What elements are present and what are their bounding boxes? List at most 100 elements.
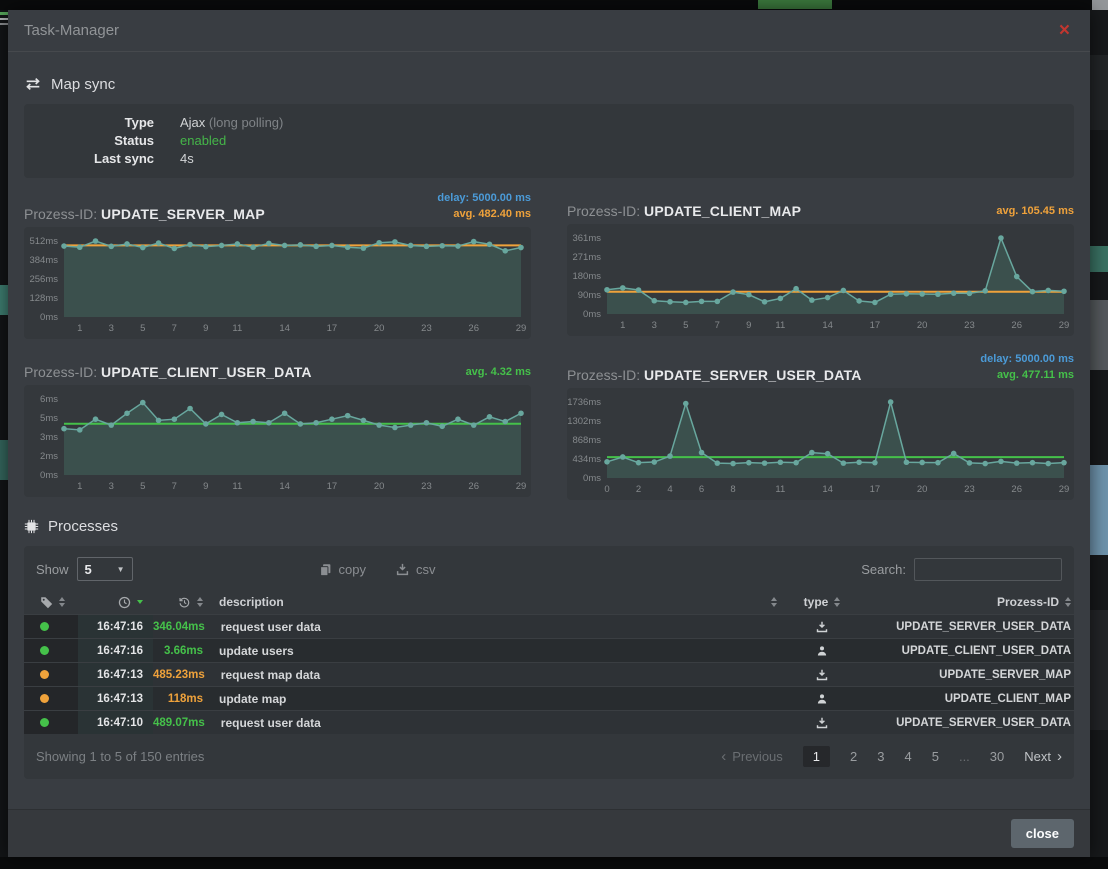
page-length-select[interactable]: 5 ▼ xyxy=(76,557,133,581)
svg-text:1: 1 xyxy=(77,481,82,492)
status-dot-icon xyxy=(40,646,49,655)
chart-title: Prozess-ID: UPDATE_SERVER_USER_DATA xyxy=(567,367,862,383)
svg-text:23: 23 xyxy=(421,323,432,334)
svg-text:6: 6 xyxy=(699,484,704,495)
svg-text:9: 9 xyxy=(746,320,751,331)
modal-body: Map sync Type Ajax (long polling) Status… xyxy=(8,52,1090,809)
status-dot-icon xyxy=(40,694,49,703)
map-sync-title: Map sync xyxy=(51,75,116,93)
col-duration-header[interactable] xyxy=(153,590,209,614)
page-scrollbar-thumb[interactable] xyxy=(1092,0,1108,10)
time-cell: 16:47:13 xyxy=(78,663,153,686)
status-cell xyxy=(24,711,78,734)
duration-cell: 3.66ms xyxy=(163,644,203,657)
chart-plot: 361ms 271ms 180ms 90ms 0ms 1 3 5 7 9 11 14 17 20 23 26 2… xyxy=(567,224,1074,336)
svg-text:1: 1 xyxy=(77,323,82,334)
time-cell: 16:47:16 xyxy=(78,639,153,662)
col-status-header[interactable] xyxy=(24,590,78,614)
pagination-page-4[interactable]: 4 xyxy=(904,749,912,764)
download-icon xyxy=(816,669,828,680)
table-row[interactable]: 16:47:16 3.66ms update users UPDATE_CLIENT_… xyxy=(24,638,1074,662)
svg-text:3: 3 xyxy=(109,323,114,334)
duration-cell: 489.07ms xyxy=(153,716,205,729)
close-button[interactable]: close xyxy=(1010,819,1074,848)
col-time-header[interactable] xyxy=(78,590,153,614)
table-row[interactable]: 16:47:13 118ms update map UPDATE_CLIENT_MAP xyxy=(24,686,1074,710)
pagination: ‹ Previous 1 2 3 4 5... 30 Next › xyxy=(721,746,1062,767)
chevron-down-icon: ▼ xyxy=(116,564,125,574)
sort-icon xyxy=(197,597,203,607)
time-cell: 16:47:13 xyxy=(78,687,153,710)
last-sync-label: Last sync xyxy=(94,151,154,166)
table-row[interactable]: 16:47:16 346.04ms request user data UPDATE_… xyxy=(24,614,1074,638)
chart-delay-label: delay: 5000.00 ms xyxy=(980,353,1074,365)
status-cell xyxy=(24,615,78,638)
pagination-page-5[interactable]: 5 xyxy=(931,749,939,764)
svg-text:7: 7 xyxy=(172,323,177,334)
description-cell: request user data xyxy=(220,619,321,634)
time-cell: 16:47:10 xyxy=(78,711,153,734)
download-icon xyxy=(816,717,828,728)
col-type-header[interactable]: type xyxy=(785,590,859,614)
svg-text:5: 5 xyxy=(140,481,145,492)
svg-text:11: 11 xyxy=(232,481,242,492)
svg-text:23: 23 xyxy=(964,484,975,495)
svg-text:5: 5 xyxy=(140,323,145,334)
pagination-previous[interactable]: ‹ Previous xyxy=(721,748,783,765)
col-prozess-id-header[interactable]: Prozess-ID xyxy=(859,590,1074,614)
task-manager-modal: Task-Manager × Map sync Type Ajax (long … xyxy=(8,10,1090,857)
table-controls: Show 5 ▼ copy xyxy=(24,554,1074,584)
prozess-id-cell: UPDATE_CLIENT_USER_DATA xyxy=(901,644,1071,657)
svg-text:20: 20 xyxy=(374,323,385,334)
pagination-page-1[interactable]: 1 xyxy=(802,746,831,767)
svg-text:434ms: 434ms xyxy=(572,454,601,465)
pagination-pages: 1 2 3 4 5... 30 xyxy=(802,746,1005,767)
chevron-right-icon: › xyxy=(1057,748,1062,765)
last-sync-value: 4s xyxy=(180,151,194,166)
col-description-header[interactable]: description xyxy=(209,590,785,614)
chart-avg-label: avg. 482.40 ms xyxy=(453,208,531,220)
svg-text:1736ms: 1736ms xyxy=(567,397,601,408)
chart-update-client-map: Prozess-ID: UPDATE_CLIENT_MAP avg. 105.4… xyxy=(567,190,1074,339)
svg-text:2ms: 2ms xyxy=(40,451,58,462)
chart-title: Prozess-ID: UPDATE_SERVER_MAP xyxy=(24,206,265,222)
svg-text:384ms: 384ms xyxy=(29,255,58,266)
chart-plot: 6ms 5ms 3ms 2ms 0ms 1 3 5 7 9 11 14 17 20 23 26 29 xyxy=(24,385,531,497)
duration-cell: 485.23ms xyxy=(153,668,205,681)
download-icon xyxy=(396,563,409,575)
svg-text:6ms: 6ms xyxy=(40,394,58,405)
svg-text:0ms: 0ms xyxy=(40,470,58,481)
duration-cell: 346.04ms xyxy=(153,620,205,633)
status-dot-icon xyxy=(40,718,49,727)
svg-text:0ms: 0ms xyxy=(583,473,601,484)
copy-button[interactable]: copy xyxy=(319,562,366,577)
svg-text:17: 17 xyxy=(327,323,338,334)
svg-text:1302ms: 1302ms xyxy=(567,416,601,427)
table-row[interactable]: 16:47:13 485.23ms request map data UPDATE_S… xyxy=(24,662,1074,686)
csv-button[interactable]: csv xyxy=(396,562,436,577)
svg-text:26: 26 xyxy=(468,481,479,492)
close-icon[interactable]: × xyxy=(1055,19,1074,42)
svg-text:3ms: 3ms xyxy=(40,432,58,443)
pagination-page-30[interactable]: 30 xyxy=(989,749,1005,764)
search-label: Search: xyxy=(861,561,906,577)
map-sync-info: Type Ajax (long polling) Status enabled … xyxy=(24,104,1074,178)
svg-text:271ms: 271ms xyxy=(572,252,601,263)
table-row[interactable]: 16:47:10 489.07ms request user data UPDATE_… xyxy=(24,710,1074,734)
tag-icon xyxy=(41,596,53,608)
svg-text:90ms: 90ms xyxy=(578,290,601,301)
status-cell xyxy=(24,687,78,710)
pagination-next[interactable]: Next › xyxy=(1024,748,1062,765)
processes-heading: Processes xyxy=(24,516,1074,536)
svg-text:11: 11 xyxy=(232,323,242,334)
svg-text:17: 17 xyxy=(870,484,881,495)
user-icon xyxy=(817,693,827,703)
search-input[interactable] xyxy=(914,557,1062,581)
chart-plot: 512ms 384ms 256ms 128ms 0ms 1 3 5 7 9 11 14 17 20 23 26… xyxy=(24,227,531,339)
sync-arrows-icon xyxy=(26,78,40,90)
pagination-page-3[interactable]: 3 xyxy=(877,749,885,764)
pagination-page-2[interactable]: 2 xyxy=(850,749,858,764)
svg-text:14: 14 xyxy=(279,323,290,334)
description-cell: request map data xyxy=(220,667,321,682)
svg-text:17: 17 xyxy=(327,481,338,492)
